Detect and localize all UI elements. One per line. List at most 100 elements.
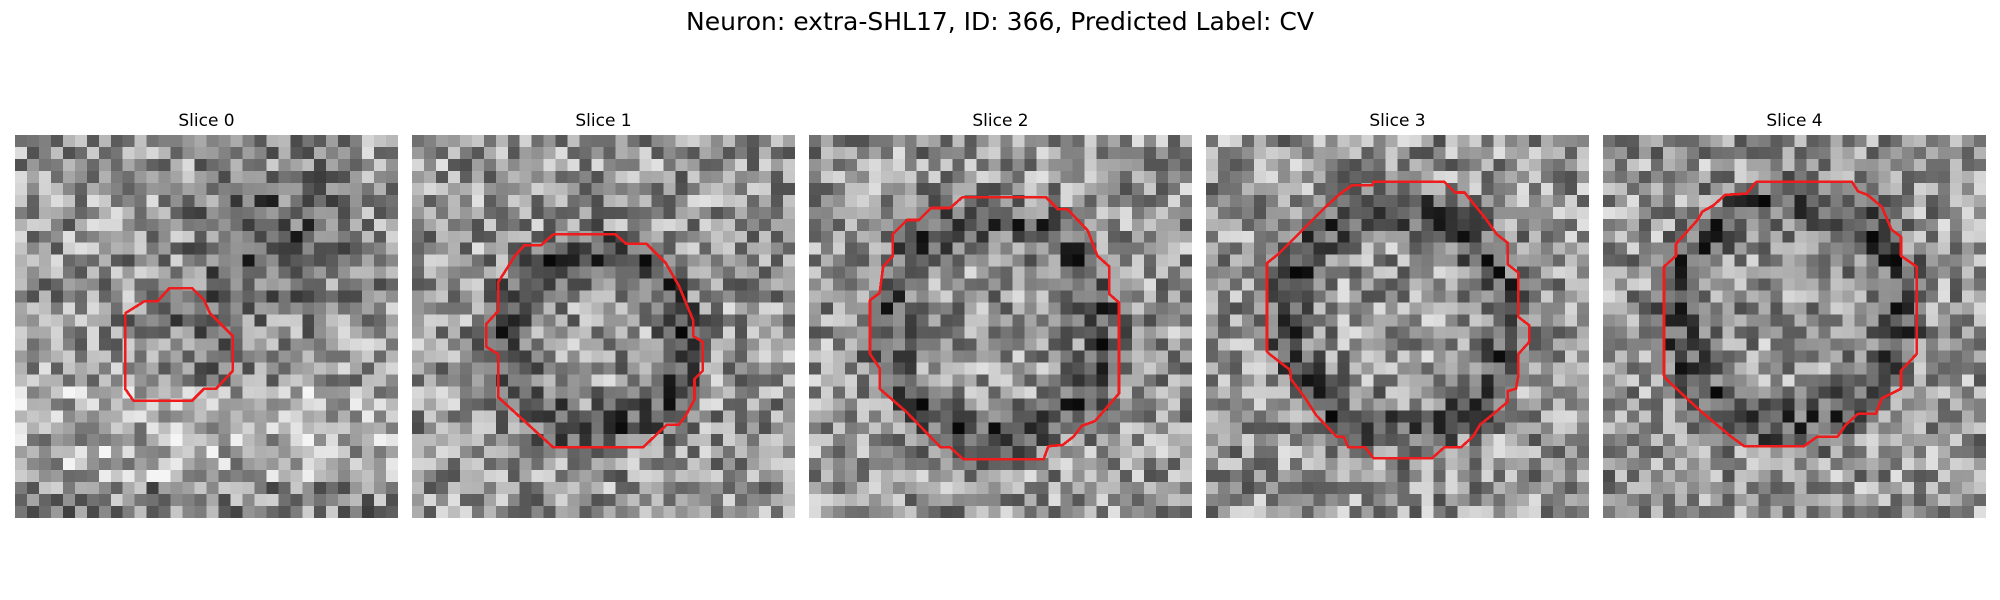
pixel: [50, 446, 64, 459]
pixel: [928, 206, 941, 220]
pixel: [1746, 434, 1759, 447]
pixel: [1974, 350, 1986, 363]
pixel: [1349, 302, 1362, 315]
pixel: [1024, 494, 1037, 507]
pixel: [783, 290, 795, 303]
pixel: [591, 458, 604, 471]
pixel: [663, 338, 676, 351]
pixel: [1120, 146, 1133, 160]
pixel: [916, 482, 929, 495]
pixel: [1758, 242, 1771, 255]
pixel: [1072, 266, 1085, 279]
pixel: [555, 398, 568, 411]
pixel: [1746, 422, 1759, 435]
pixel: [146, 434, 159, 447]
pixel: [952, 422, 965, 435]
pixel: [1132, 410, 1145, 423]
pixel: [1603, 386, 1616, 399]
pixel: [916, 206, 929, 220]
pixel: [747, 182, 760, 196]
pixel: [326, 386, 339, 399]
pixel: [362, 506, 375, 518]
pixel: [964, 146, 977, 160]
pixel: [603, 446, 616, 459]
pixel: [146, 135, 159, 148]
pixel: [362, 206, 375, 220]
pixel: [1565, 482, 1578, 495]
pixel: [1325, 338, 1338, 351]
pixel: [1060, 410, 1073, 423]
pixel: [1337, 338, 1350, 351]
pixel: [435, 206, 449, 220]
pixel: [615, 338, 628, 351]
pixel: [747, 290, 760, 303]
pixel: [1217, 182, 1231, 196]
pixel: [1325, 386, 1338, 399]
pixel: [74, 206, 88, 220]
pixel: [916, 158, 929, 172]
pixel: [579, 218, 592, 231]
pixel: [1217, 494, 1231, 507]
pixel: [302, 314, 315, 327]
pixel: [1289, 494, 1302, 507]
pixel: [759, 278, 772, 291]
pixel: [1614, 458, 1628, 471]
pixel: [964, 350, 977, 363]
pixel: [1241, 410, 1255, 423]
pixel: [134, 386, 147, 399]
pixel: [471, 170, 485, 184]
pixel: [844, 230, 858, 243]
pixel: [146, 410, 159, 423]
pixel: [1060, 170, 1073, 184]
pixel: [38, 506, 52, 518]
pixel: [1806, 135, 1819, 148]
pixel: [374, 494, 387, 507]
pixel: [1072, 230, 1085, 243]
pixel: [194, 350, 207, 363]
pixel: [1650, 410, 1664, 423]
pixel: [699, 458, 712, 471]
pixel: [1000, 326, 1013, 339]
pixel: [1072, 194, 1085, 208]
pixel: [1794, 338, 1807, 351]
pixel: [1457, 135, 1470, 148]
pixel: [110, 422, 123, 435]
pixel: [122, 398, 135, 411]
pixel: [1950, 326, 1963, 339]
pixel: [1301, 350, 1314, 363]
pixel: [1950, 266, 1963, 279]
pixel: [1577, 446, 1589, 459]
pixel: [988, 506, 1001, 518]
pixel: [170, 146, 183, 160]
pixel: [519, 218, 532, 231]
pixel: [1782, 242, 1795, 255]
pixel: [26, 135, 40, 148]
pixel: [1301, 506, 1314, 518]
pixel: [374, 446, 387, 459]
pixel: [1421, 218, 1434, 231]
pixel: [1337, 506, 1350, 518]
pixel: [254, 410, 267, 423]
pixel: [1481, 314, 1494, 327]
pixel: [771, 290, 784, 303]
pixel: [1517, 458, 1530, 471]
pixel: [386, 482, 398, 495]
pixel: [194, 302, 207, 315]
pixel: [338, 482, 351, 495]
pixel: [1421, 422, 1434, 435]
pixel: [412, 182, 425, 196]
pixel: [412, 278, 425, 291]
pixel: [1890, 350, 1903, 363]
pixel: [603, 482, 616, 495]
pixel: [26, 362, 40, 375]
pixel: [1614, 386, 1628, 399]
pixel: [495, 398, 508, 411]
pixel: [747, 494, 760, 507]
pixel: [1385, 338, 1398, 351]
pixel: [1108, 230, 1121, 243]
pixel: [1132, 266, 1145, 279]
pixel: [146, 338, 159, 351]
pixel: [1962, 398, 1975, 411]
pixel: [1710, 374, 1723, 387]
pixel: [1361, 206, 1374, 220]
